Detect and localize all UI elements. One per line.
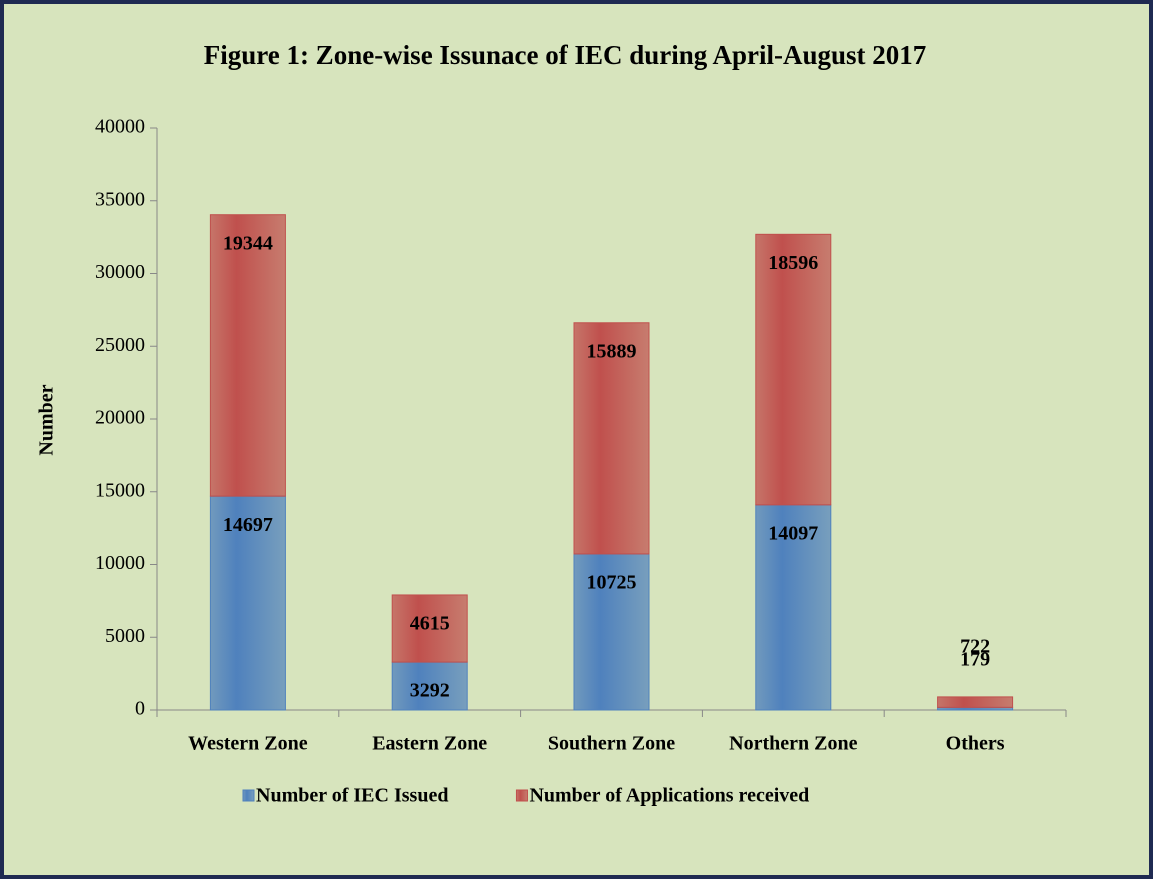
y-tick-label: 30000 (95, 261, 145, 283)
bar-segment (573, 553, 650, 711)
data-label: 15889 (587, 340, 637, 362)
bar-segment (937, 696, 1014, 708)
bar-segment (209, 214, 286, 497)
bar-segment (573, 322, 650, 555)
data-label: 14697 (223, 514, 273, 536)
data-label: 19344 (223, 232, 273, 254)
x-tick-label: Southern Zone (548, 733, 675, 755)
x-tick-label: Western Zone (188, 733, 308, 755)
y-tick-label: 10000 (95, 552, 145, 574)
y-tick-label: 35000 (95, 188, 145, 210)
x-tick-label: Eastern Zone (372, 733, 487, 755)
bar-segment (755, 233, 832, 506)
x-tick-label: Others (946, 733, 1005, 755)
legend-swatch (242, 789, 255, 802)
data-label: 722 (960, 635, 990, 657)
legend-label: Number of IEC Issued (256, 785, 448, 807)
y-tick-label: 5000 (105, 625, 145, 647)
y-tick-label: 40000 (95, 116, 145, 138)
data-label: 18596 (768, 252, 818, 274)
bar-segment (391, 594, 468, 663)
y-tick-label: 25000 (95, 334, 145, 356)
y-tick-label: 0 (135, 698, 145, 720)
data-label: 3292 (410, 680, 450, 702)
data-label: 179 (960, 648, 990, 670)
y-tick-label: 20000 (95, 407, 145, 429)
bar-segment (209, 495, 286, 711)
legend-swatch (515, 789, 528, 802)
data-label: 10725 (587, 572, 637, 594)
x-tick-label: Northern Zone (729, 733, 857, 755)
chart-title: Figure 1: Zone-wise Issunace of IEC duri… (204, 40, 927, 70)
y-tick-label: 15000 (95, 479, 145, 501)
legend-label: Number of Applications received (529, 785, 809, 807)
y-axis-label: Number (36, 384, 58, 455)
data-label: 14097 (768, 522, 818, 544)
data-label: 4615 (410, 613, 450, 635)
bar-segment (391, 661, 468, 711)
